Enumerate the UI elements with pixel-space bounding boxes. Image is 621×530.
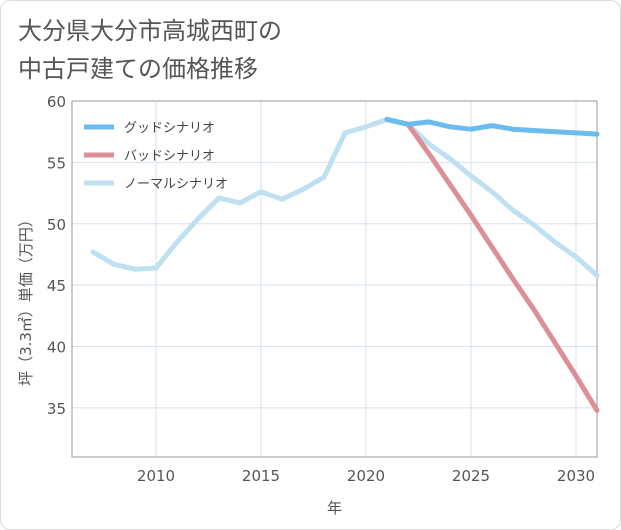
plot-area <box>71 100 598 458</box>
series-line-0 <box>384 116 600 137</box>
series-lines <box>90 116 600 413</box>
x-tick-label: 2025 <box>452 467 490 485</box>
legend-label-1: バッドシナリオ <box>124 149 215 164</box>
legend-label-2: ノーマルシナリオ <box>124 177 228 192</box>
x-tick-label: 2020 <box>347 467 385 485</box>
series-line-2 <box>90 116 600 278</box>
y-tick-label: 50 <box>47 216 66 234</box>
x-axis-label: 年 <box>327 499 342 517</box>
grid-lines <box>72 100 597 457</box>
x-tick-label: 2015 <box>242 467 280 485</box>
y-tick-label: 55 <box>47 154 66 172</box>
y-axis-ticks: 35 40 45 50 55 60 <box>47 93 66 418</box>
y-tick-label: 60 <box>47 93 66 111</box>
series-line-1 <box>384 116 600 413</box>
x-axis-ticks: 2010 2015 2020 2025 2030 <box>137 467 595 485</box>
legend-label-0: グッドシナリオ <box>124 121 215 136</box>
x-tick-label: 2010 <box>137 467 175 485</box>
chart-title-line-2: 中古戸建ての価格推移 <box>18 55 258 83</box>
y-tick-label: 35 <box>47 400 66 418</box>
chart-title: 大分県大分市高城西町の 中古戸建ての価格推移 <box>18 12 282 88</box>
y-axis-label: 坪（3.3㎡）単価（万円） <box>17 212 35 386</box>
x-tick-label: 2030 <box>557 467 595 485</box>
y-tick-label: 40 <box>47 339 66 357</box>
chart-title-line-1: 大分県大分市高城西町の <box>18 17 282 45</box>
y-tick-label: 45 <box>47 277 66 295</box>
